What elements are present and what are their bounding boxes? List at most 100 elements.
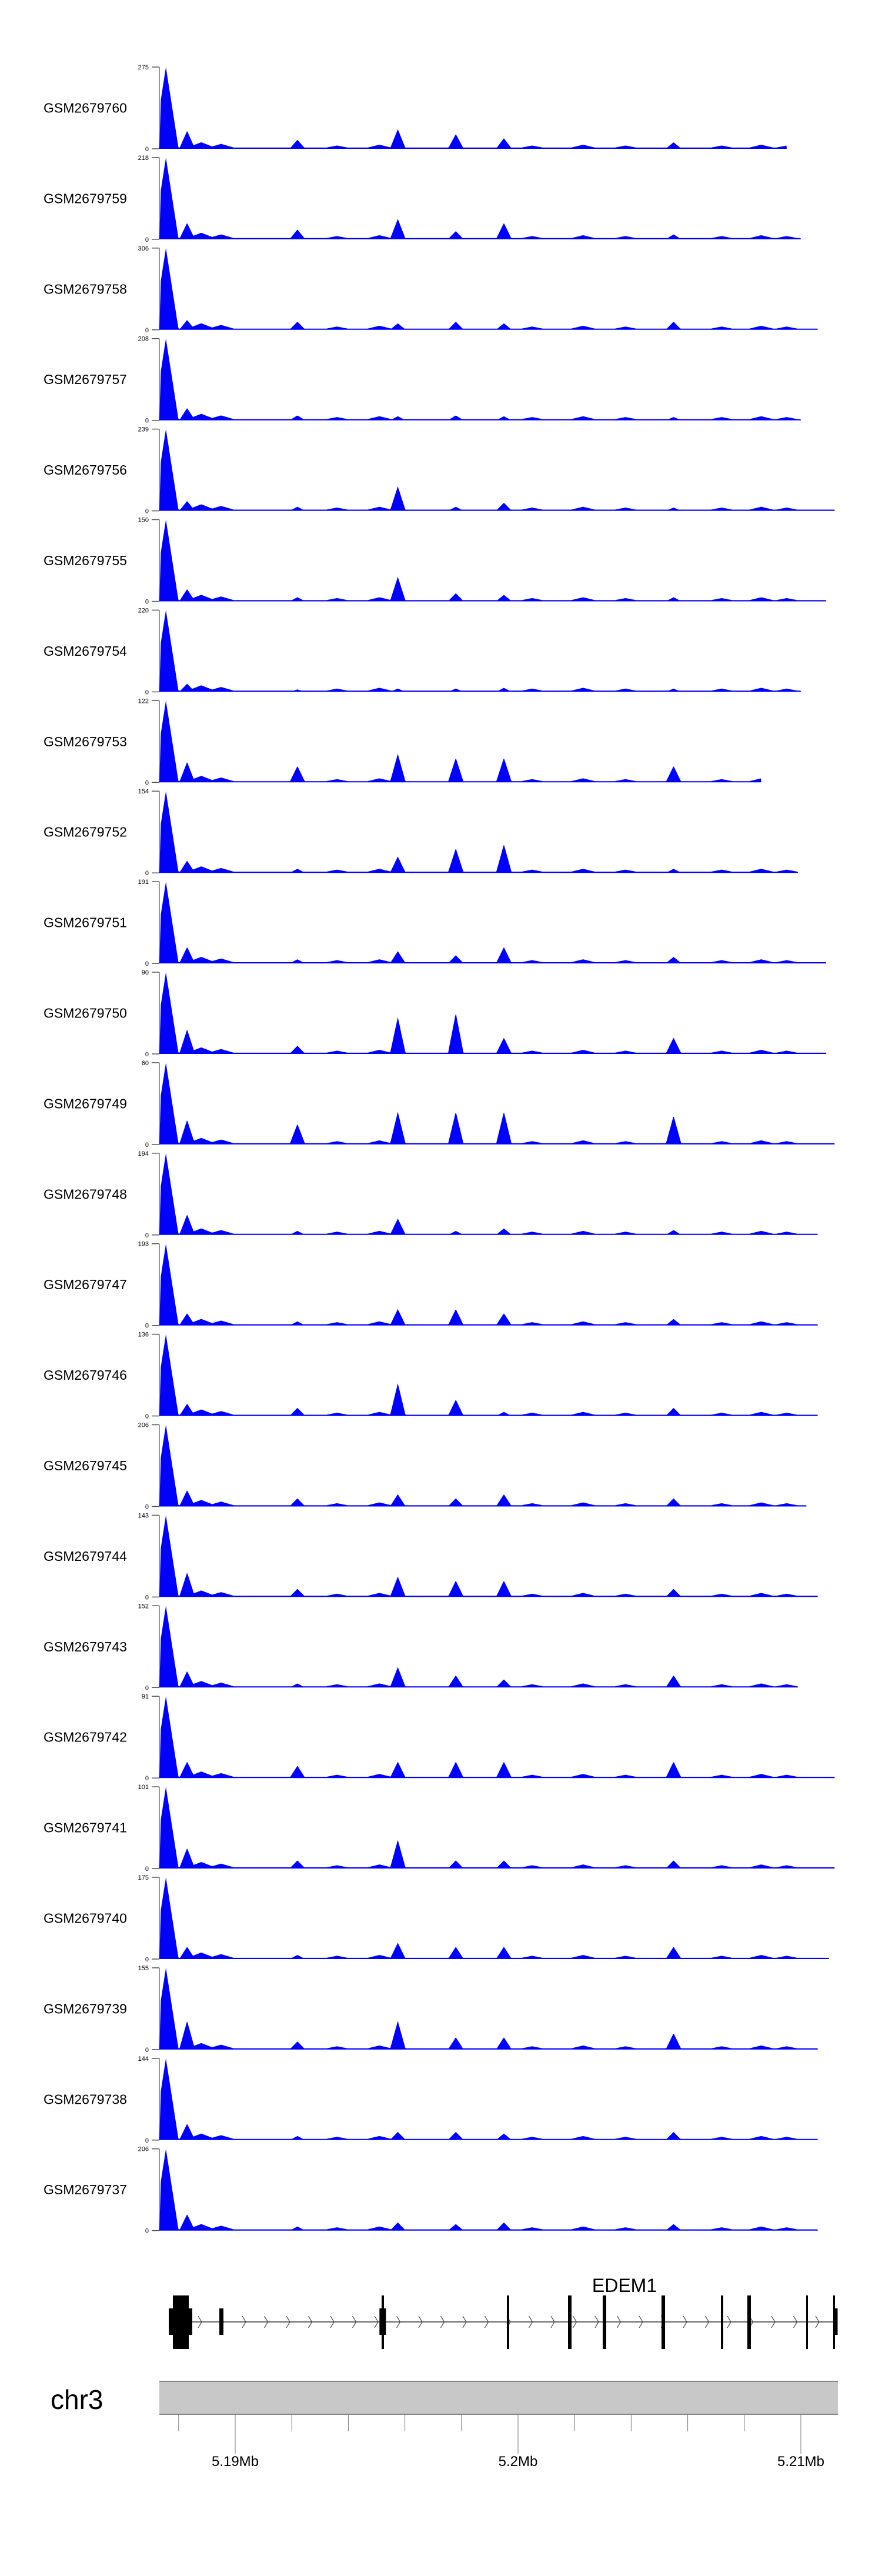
exon-cds — [382, 2295, 385, 2349]
y-max-label: 152 — [138, 1603, 149, 1610]
y-max-label: 239 — [138, 426, 149, 433]
track-label: GSM2679748 — [44, 1186, 127, 1202]
y-max-label: 154 — [138, 788, 149, 795]
y-max-label: 150 — [138, 517, 149, 524]
y-max-label: 306 — [138, 245, 149, 252]
coverage-track: GSM2679755 150 0 — [44, 517, 827, 606]
y-min-label: 0 — [145, 508, 149, 515]
track-label: GSM2679756 — [44, 462, 127, 478]
track-label: GSM2679739 — [44, 2001, 127, 2016]
track-label: GSM2679747 — [44, 1277, 127, 1292]
y-min-label: 0 — [145, 1232, 149, 1239]
y-max-label: 136 — [138, 1332, 149, 1339]
exon-cds — [603, 2295, 607, 2349]
coverage-track: GSM2679742 91 0 — [44, 1693, 835, 1782]
y-min-label: 0 — [145, 236, 149, 243]
y-max-label: 143 — [138, 1512, 149, 1519]
y-max-label: 155 — [138, 1965, 149, 1972]
coverage-track: GSM2679759 218 0 — [44, 155, 801, 243]
coverage-area — [159, 1606, 799, 1688]
strand-arrow-icon — [683, 2315, 687, 2328]
strand-arrow-icon — [594, 2315, 599, 2328]
y-max-label: 101 — [138, 1784, 149, 1791]
strand-arrow-icon — [418, 2315, 423, 2328]
coverage-area — [159, 972, 827, 1054]
track-label: GSM2679750 — [44, 1006, 127, 1021]
strand-arrow-icon — [374, 2315, 379, 2328]
exon-utr — [833, 2308, 838, 2335]
strand-arrow-icon — [198, 2315, 202, 2328]
y-min-label: 0 — [145, 1142, 149, 1149]
coverage-track: GSM2679737 206 0 — [44, 2146, 818, 2235]
y-max-label: 122 — [138, 698, 149, 705]
y-min-label: 0 — [145, 2228, 149, 2235]
coverage-track: GSM2679760 275 0 — [44, 64, 787, 153]
y-min-label: 0 — [145, 2137, 149, 2144]
gene-name-label: EDEM1 — [592, 2275, 657, 2296]
axis-tick-label: 5.19Mb — [212, 2454, 259, 2470]
coverage-track: GSM2679751 191 0 — [44, 879, 827, 967]
coverage-area — [159, 2058, 818, 2140]
y-min-label: 0 — [145, 146, 149, 153]
exon-cds — [172, 2295, 189, 2349]
strand-arrow-icon — [462, 2315, 467, 2328]
coverage-track: GSM2679738 144 0 — [44, 2056, 818, 2144]
track-label: GSM2679742 — [44, 1730, 127, 1745]
track-label: GSM2679753 — [44, 734, 127, 749]
exon-cds — [567, 2295, 572, 2349]
y-max-label: 208 — [138, 336, 149, 343]
coverage-track: GSM2679753 122 0 — [44, 698, 761, 786]
coverage-track: GSM2679739 155 0 — [44, 1965, 818, 2054]
coverage-track: GSM2679752 154 0 — [44, 788, 799, 877]
y-min-label: 0 — [145, 327, 149, 334]
y-max-label: 144 — [138, 2056, 149, 2063]
y-min-label: 0 — [145, 1051, 149, 1058]
y-max-label: 220 — [138, 607, 149, 614]
track-label: GSM2679758 — [44, 281, 127, 296]
y-min-label: 0 — [145, 1594, 149, 1601]
y-min-label: 0 — [145, 1956, 149, 1963]
y-min-label: 0 — [145, 1413, 149, 1420]
y-max-label: 275 — [138, 64, 149, 71]
y-min-label: 0 — [145, 1866, 149, 1873]
y-max-label: 175 — [138, 1874, 149, 1881]
track-label: GSM2679738 — [44, 2091, 127, 2107]
y-min-label: 0 — [145, 689, 149, 696]
strand-arrow-icon — [616, 2315, 622, 2328]
strand-arrow-icon — [396, 2315, 401, 2328]
exon-cds — [721, 2295, 724, 2349]
coverage-area — [159, 248, 818, 330]
strand-arrow-icon — [639, 2315, 643, 2328]
y-max-label: 90 — [142, 969, 149, 976]
strand-arrow-icon — [263, 2315, 269, 2328]
coverage-area — [159, 700, 761, 783]
coverage-area — [159, 1243, 818, 1326]
coverage-track: GSM2679747 193 0 — [44, 1241, 818, 1330]
y-min-label: 0 — [145, 1684, 149, 1691]
track-label: GSM2679757 — [44, 372, 127, 387]
exon-cds — [662, 2295, 666, 2349]
coverage-area — [159, 610, 801, 692]
track-label: GSM2679759 — [44, 191, 127, 206]
coverage-area — [159, 2148, 818, 2231]
coverage-track: GSM2679750 90 0 — [44, 969, 827, 1058]
coverage-track: GSM2679744 143 0 — [44, 1512, 818, 1601]
y-max-label: 218 — [138, 155, 149, 162]
exon-utr — [219, 2308, 223, 2335]
strand-arrow-icon — [308, 2315, 313, 2328]
y-min-label: 0 — [145, 1323, 149, 1330]
coverage-track: GSM2679749 60 0 — [44, 1060, 835, 1149]
strand-arrow-icon — [771, 2315, 776, 2328]
strand-arrow-icon — [242, 2315, 246, 2328]
exon-cds — [507, 2295, 509, 2349]
y-max-label: 191 — [138, 879, 149, 886]
coverage-area — [159, 1334, 818, 1416]
y-min-label: 0 — [145, 779, 149, 786]
y-max-label: 60 — [142, 1060, 149, 1067]
track-label: GSM2679745 — [44, 1458, 127, 1473]
y-min-label: 0 — [145, 418, 149, 425]
coverage-area — [159, 1877, 830, 1959]
coverage-area — [159, 157, 801, 239]
track-label: GSM2679760 — [44, 101, 127, 116]
coverage-area — [159, 67, 787, 149]
